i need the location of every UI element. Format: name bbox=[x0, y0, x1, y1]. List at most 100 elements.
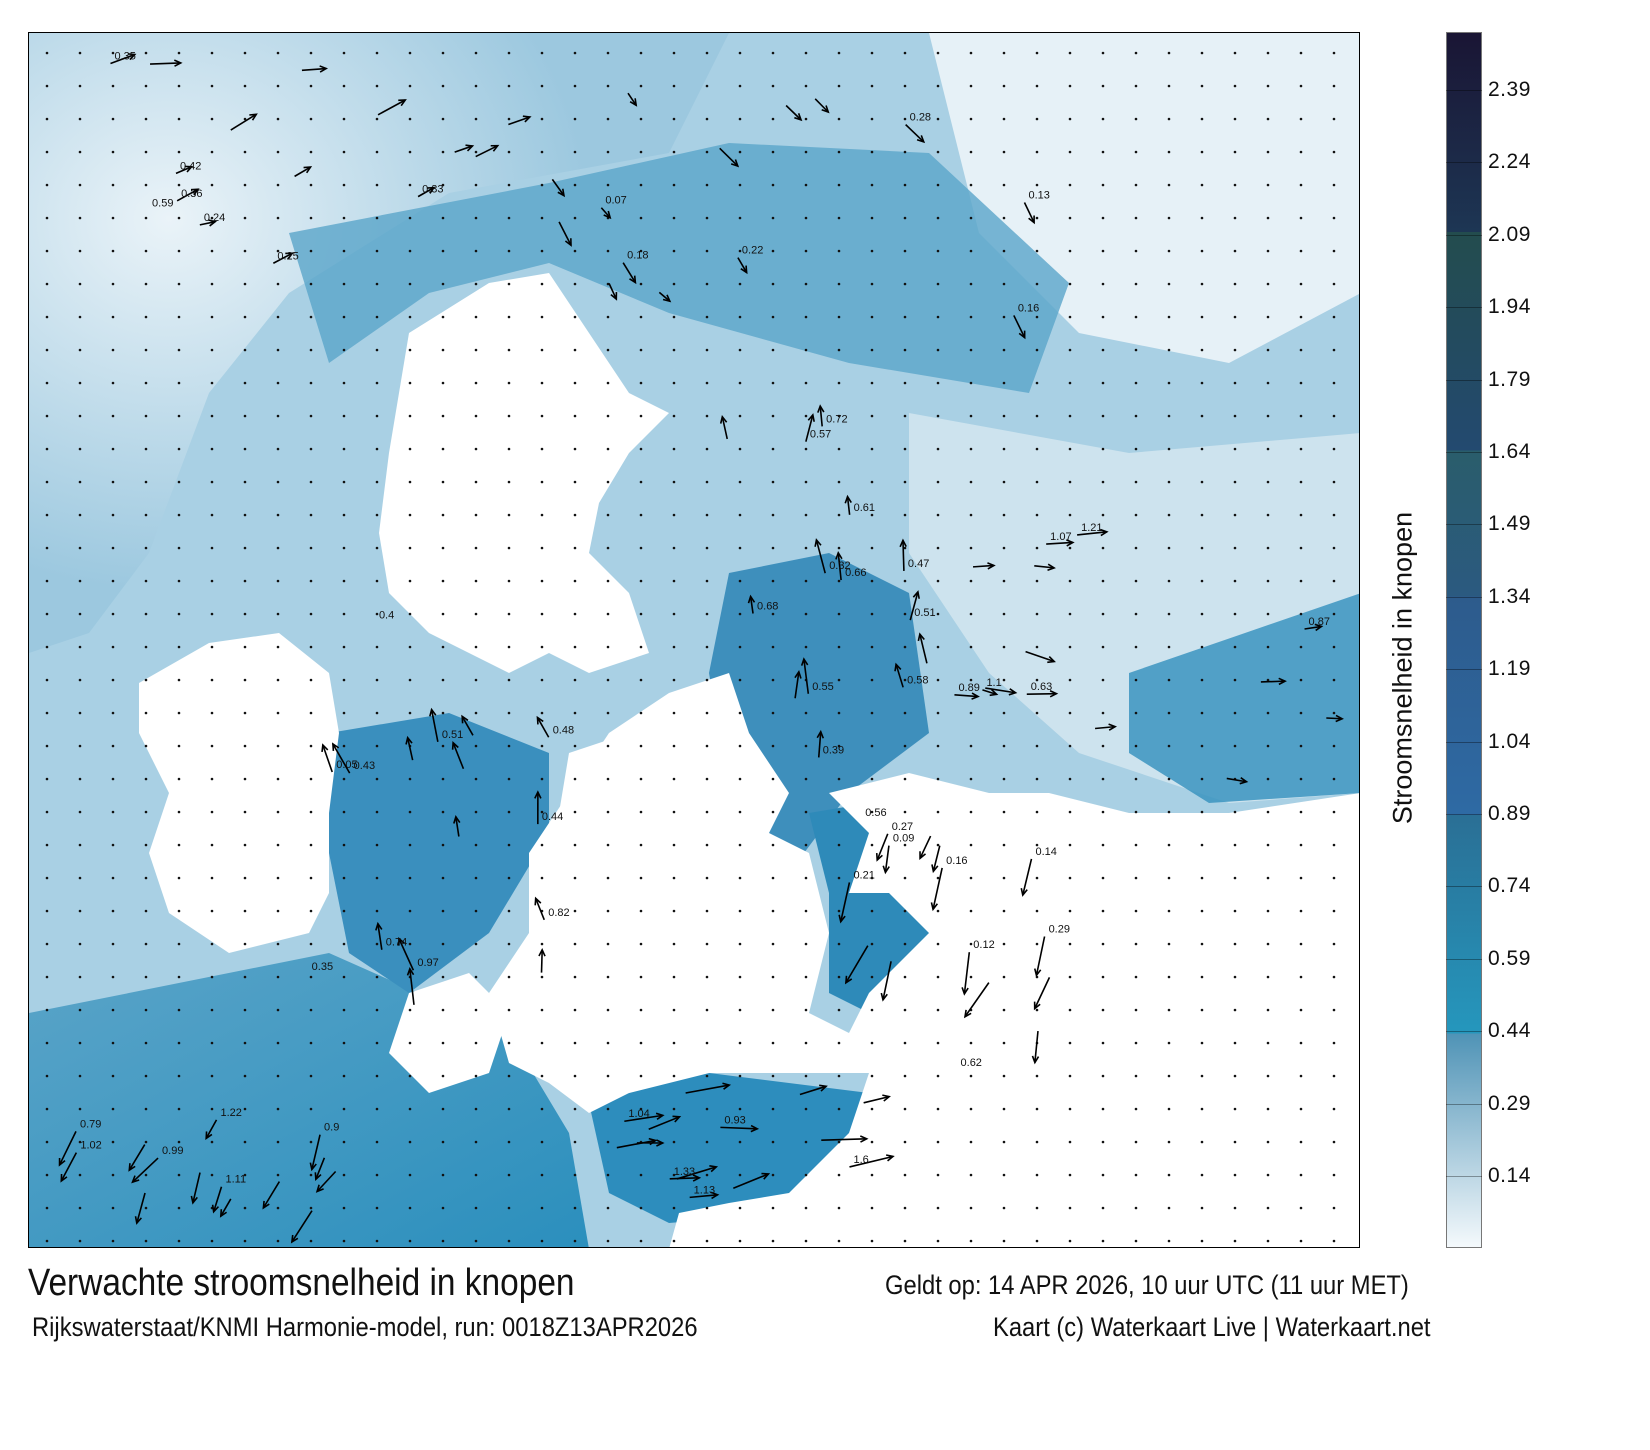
grid-dot bbox=[276, 876, 280, 880]
grid-dot bbox=[771, 711, 775, 715]
current-arrow bbox=[262, 1181, 281, 1210]
grid-dot bbox=[210, 612, 214, 616]
grid-dot bbox=[969, 150, 973, 154]
grid-dot bbox=[78, 513, 82, 517]
grid-dot bbox=[903, 612, 907, 616]
grid-dot bbox=[243, 513, 247, 517]
grid-dot bbox=[1035, 480, 1039, 484]
grid-dot bbox=[342, 843, 346, 847]
grid-dot bbox=[507, 513, 511, 517]
grid-dot bbox=[804, 546, 808, 550]
grid-dot bbox=[870, 975, 874, 979]
grid-dot bbox=[408, 480, 412, 484]
grid-dot bbox=[111, 1041, 115, 1045]
grid-dot bbox=[1035, 381, 1039, 385]
grid-dot bbox=[870, 612, 874, 616]
grid-dot bbox=[1134, 1239, 1138, 1243]
grid-dot bbox=[243, 1008, 247, 1012]
grid-dot bbox=[408, 1074, 412, 1078]
grid-dot bbox=[1068, 1206, 1072, 1210]
grid-dot bbox=[375, 744, 379, 748]
current-arrow bbox=[134, 1192, 146, 1225]
grid-dot bbox=[144, 183, 148, 187]
grid-dot bbox=[837, 975, 841, 979]
grid-dot bbox=[771, 348, 775, 352]
grid-dot bbox=[705, 876, 709, 880]
speed-label: 1.6 bbox=[853, 1154, 868, 1166]
grid-dot bbox=[375, 282, 379, 286]
grid-dot bbox=[573, 414, 577, 418]
grid-dot bbox=[870, 117, 874, 121]
grid-dot bbox=[1134, 1008, 1138, 1012]
grid-dot bbox=[210, 876, 214, 880]
grid-dot bbox=[969, 975, 973, 979]
grid-dot bbox=[573, 579, 577, 583]
grid-dot bbox=[1068, 348, 1072, 352]
grid-dot bbox=[1035, 1074, 1039, 1078]
colorbar-tick-label: 1.34 bbox=[1488, 584, 1531, 608]
grid-dot bbox=[903, 1107, 907, 1111]
grid-dot bbox=[144, 546, 148, 550]
grid-dot bbox=[540, 645, 544, 649]
grid-dot bbox=[606, 84, 610, 88]
grid-dot bbox=[771, 810, 775, 814]
grid-dot bbox=[1167, 84, 1171, 88]
grid-dot bbox=[606, 51, 610, 55]
grid-dot bbox=[936, 810, 940, 814]
grid-dot bbox=[276, 315, 280, 319]
speed-label: 0.18 bbox=[627, 250, 648, 262]
grid-dot bbox=[1167, 678, 1171, 682]
grid-dot bbox=[1266, 1107, 1270, 1111]
grid-dot bbox=[276, 777, 280, 781]
grid-dot bbox=[705, 249, 709, 253]
current-arrow bbox=[909, 590, 920, 621]
grid-dot bbox=[309, 117, 313, 121]
grid-dot bbox=[969, 843, 973, 847]
grid-dot bbox=[342, 1008, 346, 1012]
grid-dot bbox=[1233, 1140, 1237, 1144]
grid-dot bbox=[1035, 909, 1039, 913]
grid-dot bbox=[210, 843, 214, 847]
grid-dot bbox=[1068, 810, 1072, 814]
grid-dot bbox=[606, 777, 610, 781]
grid-dot bbox=[903, 1173, 907, 1177]
grid-dot bbox=[771, 909, 775, 913]
speed-label: 0.68 bbox=[757, 601, 778, 613]
grid-dot bbox=[672, 183, 676, 187]
grid-dot bbox=[804, 612, 808, 616]
current-speed-map[interactable]: 0.24 0.36 0.25 0.42 0.33 0.35 0.28 0.16 0.22 0.13… bbox=[28, 32, 1360, 1248]
map-canvas: 0.240.360.250.420.330.350.280.160.220.13… bbox=[29, 33, 1359, 1247]
grid-dot bbox=[144, 711, 148, 715]
grid-dot bbox=[441, 1107, 445, 1111]
grid-dot bbox=[1332, 876, 1336, 880]
current-arrow bbox=[899, 538, 907, 571]
grid-dot bbox=[474, 51, 478, 55]
grid-dot bbox=[804, 348, 808, 352]
grid-dot bbox=[672, 447, 676, 451]
grid-dot bbox=[309, 546, 313, 550]
grid-dot bbox=[1068, 315, 1072, 319]
grid-dot bbox=[1167, 975, 1171, 979]
grid-dot bbox=[1299, 579, 1303, 583]
grid-dot bbox=[309, 711, 313, 715]
grid-dot bbox=[705, 975, 709, 979]
grid-dot bbox=[243, 1074, 247, 1078]
grid-dot bbox=[474, 282, 478, 286]
current-arrow bbox=[905, 124, 926, 144]
grid-dot bbox=[1101, 1206, 1105, 1210]
grid-dot bbox=[1134, 546, 1138, 550]
grid-dot bbox=[375, 1107, 379, 1111]
grid-dot bbox=[1332, 150, 1336, 154]
speed-label: 0.51 bbox=[442, 729, 463, 741]
grid-dot bbox=[1134, 1140, 1138, 1144]
speed-label: 0.39 bbox=[823, 744, 844, 756]
grid-dot bbox=[375, 1074, 379, 1078]
grid-dot bbox=[969, 1173, 973, 1177]
speed-label: 0.59 bbox=[152, 198, 173, 210]
grid-dot bbox=[969, 1074, 973, 1078]
grid-dot bbox=[969, 447, 973, 451]
grid-dot bbox=[243, 51, 247, 55]
current-arrow bbox=[1033, 977, 1051, 1011]
grid-dot bbox=[474, 942, 478, 946]
grid-dot bbox=[903, 843, 907, 847]
